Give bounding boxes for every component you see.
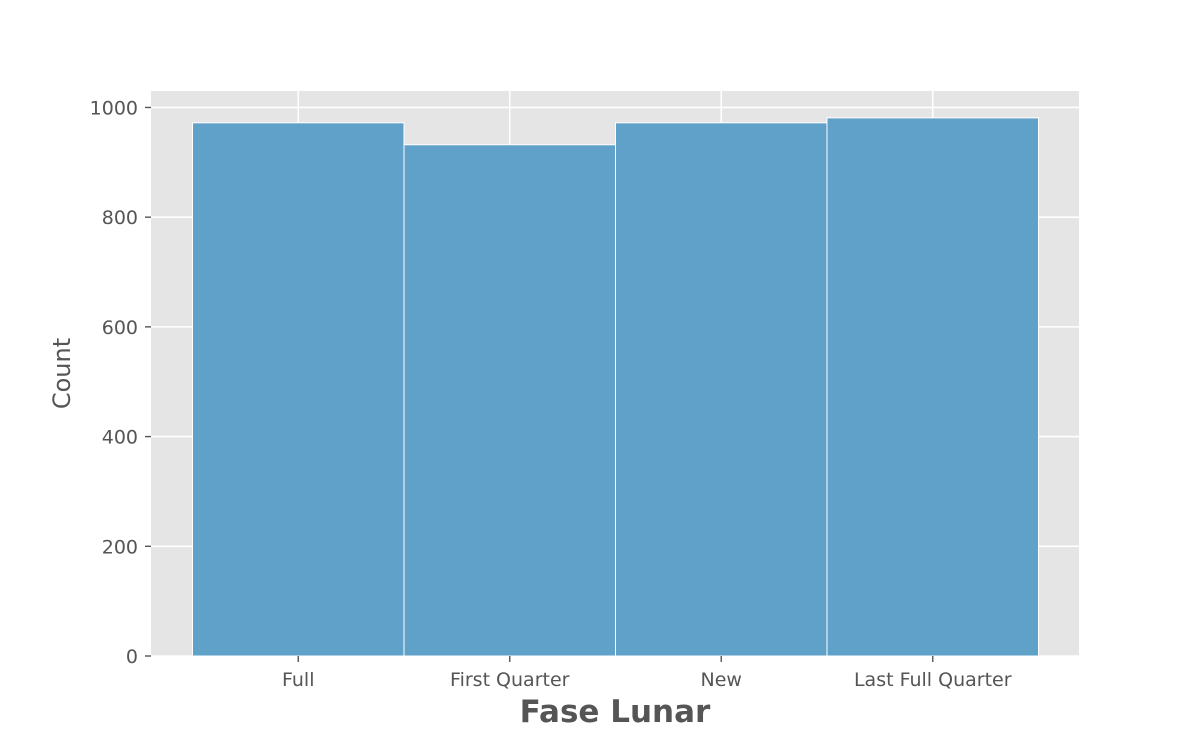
y-tick-label: 200 — [102, 536, 138, 558]
bar — [826, 117, 1039, 657]
y-tick-label: 800 — [102, 207, 138, 229]
y-tick-label: 1000 — [90, 97, 138, 119]
bars — [192, 117, 1039, 657]
x-tick-label: New — [701, 669, 742, 691]
y-tick-label: 400 — [102, 427, 138, 449]
y-tick-label: 600 — [102, 317, 138, 339]
bar — [403, 144, 616, 657]
x-tick-label: First Quarter — [450, 669, 570, 691]
bar — [615, 122, 828, 657]
bar — [192, 122, 405, 657]
x-tick-label: Full — [282, 669, 315, 691]
y-tick-label: 0 — [126, 646, 138, 668]
y-axis: 0 200 400 600 800 1000 — [90, 97, 151, 668]
x-tick-label: Last Full Quarter — [854, 669, 1012, 691]
y-axis-label: Count — [48, 338, 76, 409]
x-axis: Full First Quarter New Last Full Quarter — [282, 656, 1012, 691]
x-axis-label: Fase Lunar — [520, 694, 711, 730]
